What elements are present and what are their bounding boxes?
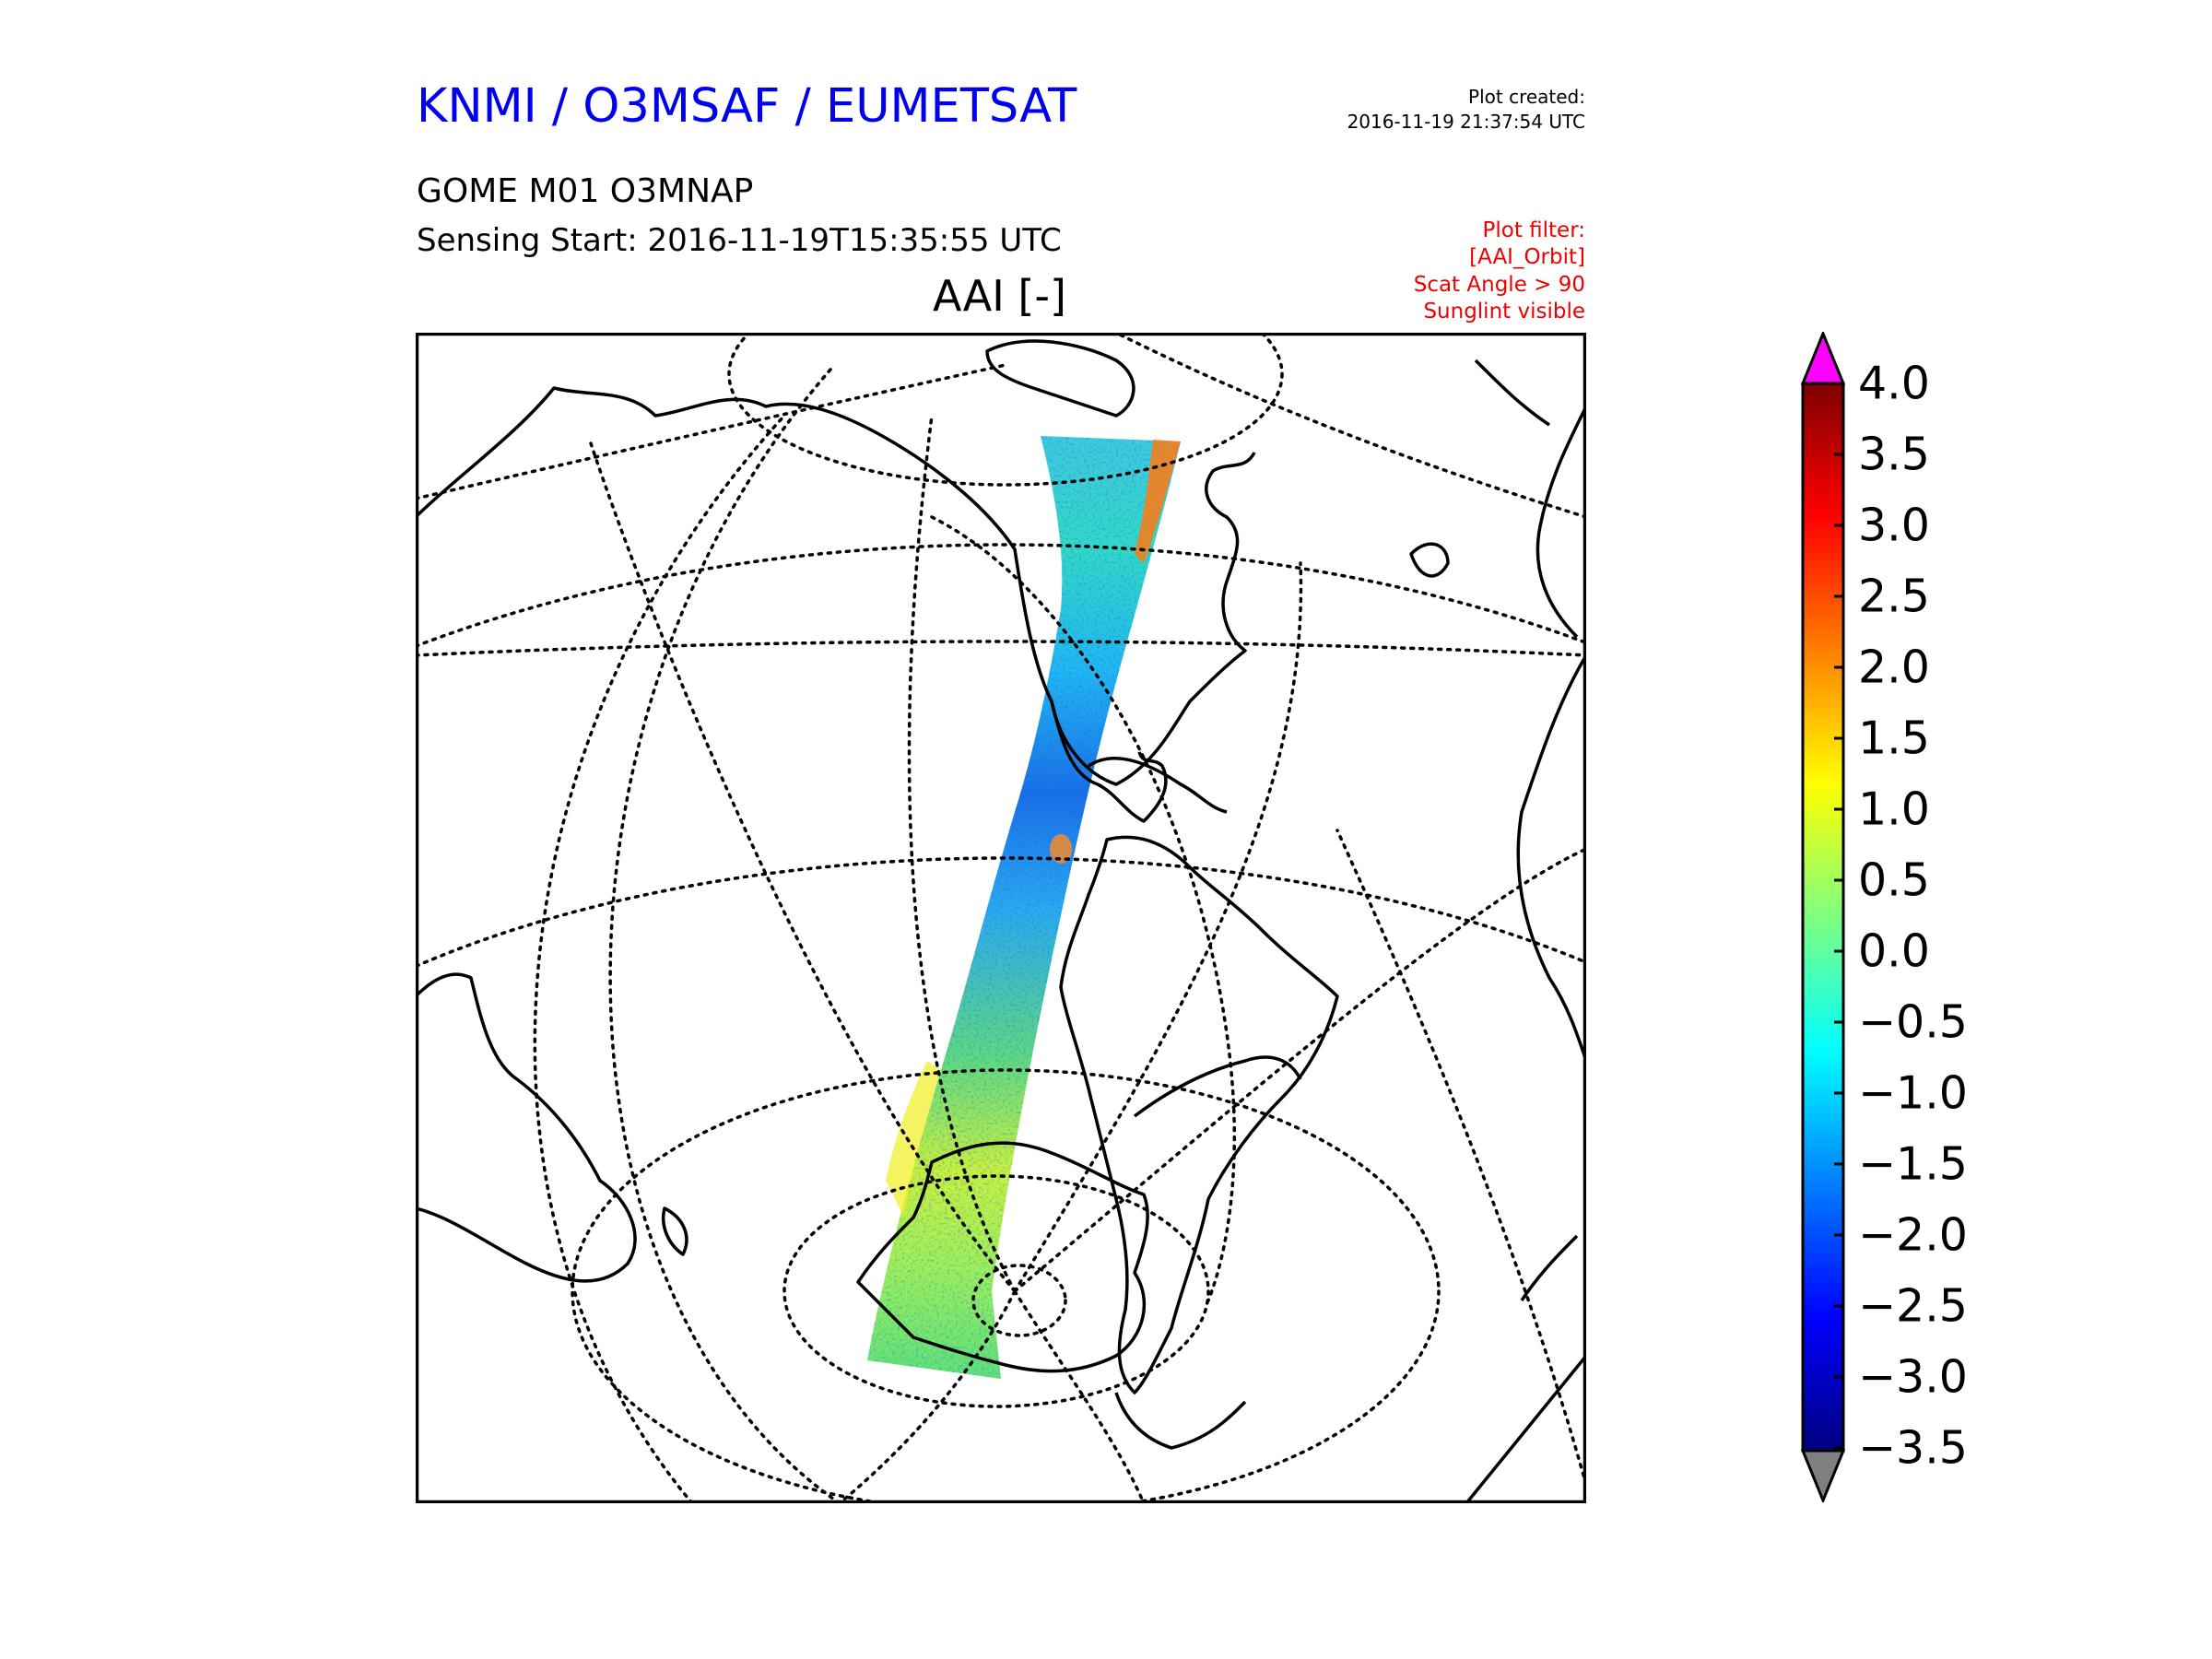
colorbar-over-triangle [1800,332,1846,385]
colorbar-tick-label: 0.0 [1858,924,1930,978]
meridian [608,368,841,1503]
colorbar [1800,332,1846,1502]
swath-hotspot [1050,834,1072,864]
colorbar-ticks [1834,382,1843,1450]
org-title: KNMI / O3MSAF / EUMETSAT [417,79,1077,134]
filter-line: Sunglint visible [1423,300,1585,324]
colorbar-tick-label: −1.5 [1858,1137,1968,1191]
swath-hotspot [1135,440,1181,563]
variable-title: AAI [-] [933,271,1066,321]
colorbar-tick-label: 1.5 [1858,712,1930,765]
greenland-coast [985,339,1135,418]
swath-yellow-edge [886,1061,941,1218]
map-frame [416,333,1586,1503]
iceland-coast [1409,542,1450,578]
colorbar-tick-label: −2.5 [1858,1279,1968,1333]
australia-coast [416,972,637,1283]
antarctic-peninsula [1133,1055,1302,1118]
map-panel [416,333,1586,1503]
colorbar-tick-label: 3.0 [1858,499,1930,552]
meridian [1013,1289,1146,1503]
north-america-coast [416,386,1256,786]
colorbar-tick-label: −2.0 [1858,1208,1968,1262]
colorbar-tick-label: −1.0 [1858,1066,1968,1120]
colorbar-tick-label: 4.0 [1858,357,1930,410]
coastlines [416,339,1586,1503]
meridian [533,414,1586,1503]
gulf-coast [1050,700,1168,823]
colorbar-gradient [1801,382,1845,1453]
colorbar-tick-label: 1.0 [1858,782,1930,836]
colorbar-tick-label: −3.0 [1858,1350,1968,1404]
meridian [1013,561,1303,1293]
meridian [930,515,1237,1302]
latitude-circle [416,543,1586,649]
colorbar-tick-label: 2.5 [1858,570,1930,623]
latitude-circle [971,1264,1067,1337]
latitude-line [416,333,1586,519]
product-name: GOME M01 O3MNAP [417,172,754,210]
sensing-start: Sensing Start: 2016-11-19T15:35:55 UTC [417,222,1062,259]
plot-created-block: Plot created: 2016-11-19 21:37:54 UTC [1347,85,1585,135]
meridian [1013,847,1586,1293]
plot-filter-block: Plot filter: [AAI_Orbit] Scat Angle > 90… [1414,218,1585,326]
swath-texture [867,436,1181,1379]
meridian [907,414,1017,1293]
aai-swath [867,436,1181,1379]
latitude-circle [416,856,1586,969]
colorbar-tick-label: 0.5 [1858,853,1930,907]
colorbar-under-triangle [1800,1449,1846,1502]
meridian [838,1289,1017,1503]
filter-line: Plot filter: [1482,218,1585,242]
meridian [589,441,1017,1293]
caribbean-islands [1088,757,1228,814]
latitude-circle [782,1174,1210,1408]
filter-line: Scat Angle > 90 [1413,272,1585,297]
latitude-circle [727,333,1284,487]
south-america-coast [1059,835,1339,1394]
africa-south-coast [1465,1234,1586,1503]
tasmania-coast [662,1206,688,1256]
filter-line: [AAI_Orbit] [1469,245,1585,270]
colorbar-tick-label: −0.5 [1858,995,1968,1049]
patagonia-coast [1114,1392,1247,1450]
latitude-circle [571,1068,1441,1503]
colorbar-tick-label: −3.5 [1858,1421,1968,1475]
latitude-line [416,640,1586,657]
colorbar-tick-label: 2.0 [1858,641,1930,694]
plot-created-time: 2016-11-19 21:37:54 UTC [1347,111,1585,133]
colorbar-tick-label: 3.5 [1858,428,1930,481]
plot-created-label: Plot created: [1468,86,1585,108]
graticule [416,333,1586,1503]
antarctica-coast [856,1141,1149,1373]
africa-coast [1516,654,1586,1062]
europe-coast [1474,359,1586,639]
